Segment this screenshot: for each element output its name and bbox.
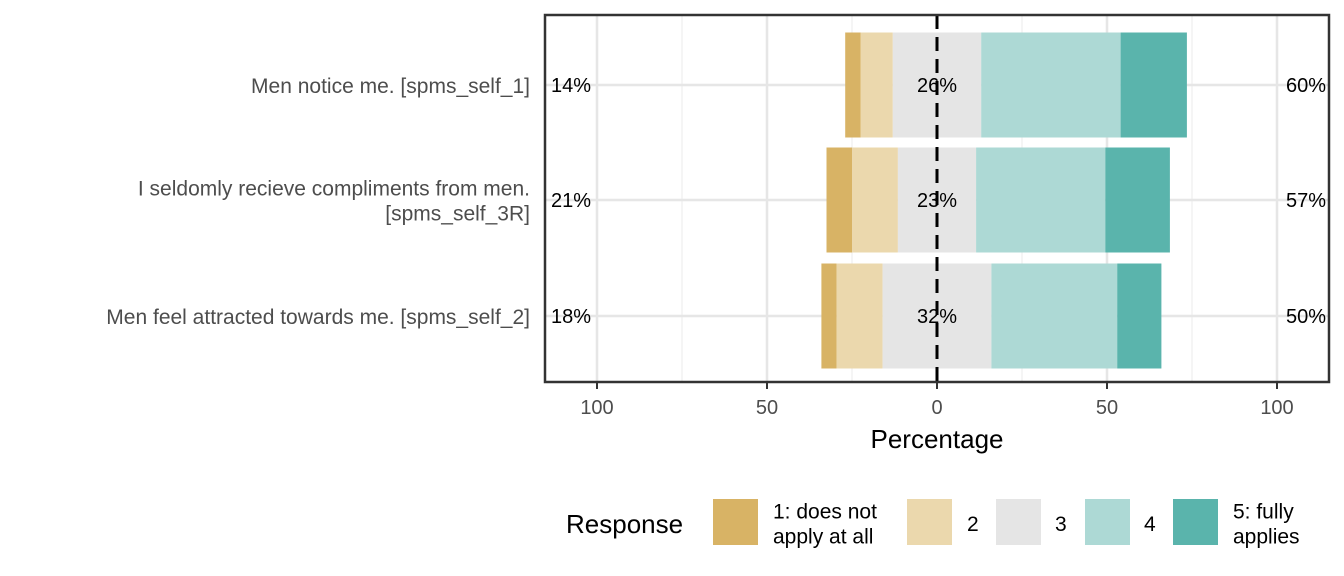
legend-label: 3 <box>1055 513 1067 536</box>
bar-segment-4 <box>991 263 1118 369</box>
x-tick-label: 100 <box>580 397 613 419</box>
legend-key <box>1173 499 1218 545</box>
percentage-labels: 14% 26% 60% 21% 23% 57% 18% 32% 50% <box>551 75 1326 328</box>
item-labels: Men notice me. [spms_self_1] I seldomly r… <box>106 75 530 329</box>
bar-segment-2 <box>836 263 883 369</box>
legend-key <box>713 499 758 545</box>
right-percent-label: 57% <box>1286 190 1326 212</box>
bar-segment-1 <box>826 147 852 253</box>
legend-label: apply at all <box>773 526 873 549</box>
bar-segment-1 <box>821 263 837 369</box>
legend-key <box>1085 499 1130 545</box>
legend-title: Response <box>566 509 683 539</box>
legend-label: 5: fully <box>1233 501 1294 524</box>
x-tick-label: 0 <box>931 397 942 419</box>
center-percent-label: 23% <box>917 190 957 212</box>
bar-segment-5 <box>1117 263 1162 369</box>
left-percent-label: 18% <box>551 306 591 328</box>
center-percent-label: 26% <box>917 75 957 97</box>
bars <box>821 32 1187 369</box>
x-axis-title: Percentage <box>871 424 1004 454</box>
left-percent-label: 21% <box>551 190 591 212</box>
item-label: Men notice me. [spms_self_1] <box>251 75 530 98</box>
item-label: [spms_self_3R] <box>385 203 530 226</box>
x-tick-label: 50 <box>756 397 778 419</box>
right-percent-label: 60% <box>1286 75 1326 97</box>
bar-segment-2 <box>860 32 893 138</box>
bar-segment-2 <box>852 147 898 253</box>
bar-segment-5 <box>1120 32 1187 138</box>
legend-label: applies <box>1233 526 1300 549</box>
legend-label: 2 <box>967 513 979 536</box>
right-percent-label: 50% <box>1286 306 1326 328</box>
bar-segment-4 <box>976 147 1106 253</box>
legend-key <box>996 499 1041 545</box>
legend-key <box>907 499 952 545</box>
legend-label: 1: does not <box>773 501 877 524</box>
bar-segment-5 <box>1105 147 1170 253</box>
left-percent-label: 14% <box>551 75 591 97</box>
x-axis-ticks: 100 50 0 50 100 <box>580 382 1294 419</box>
center-percent-label: 32% <box>917 306 957 328</box>
item-label: I seldomly recieve compliments from men. <box>138 178 530 201</box>
bar-segment-4 <box>981 32 1121 138</box>
bar-segment-1 <box>845 32 861 138</box>
item-label: Men feel attracted towards me. [spms_sel… <box>106 306 530 329</box>
x-tick-label: 50 <box>1096 397 1118 419</box>
legend-label: 4 <box>1144 513 1156 536</box>
x-tick-label: 100 <box>1260 397 1293 419</box>
